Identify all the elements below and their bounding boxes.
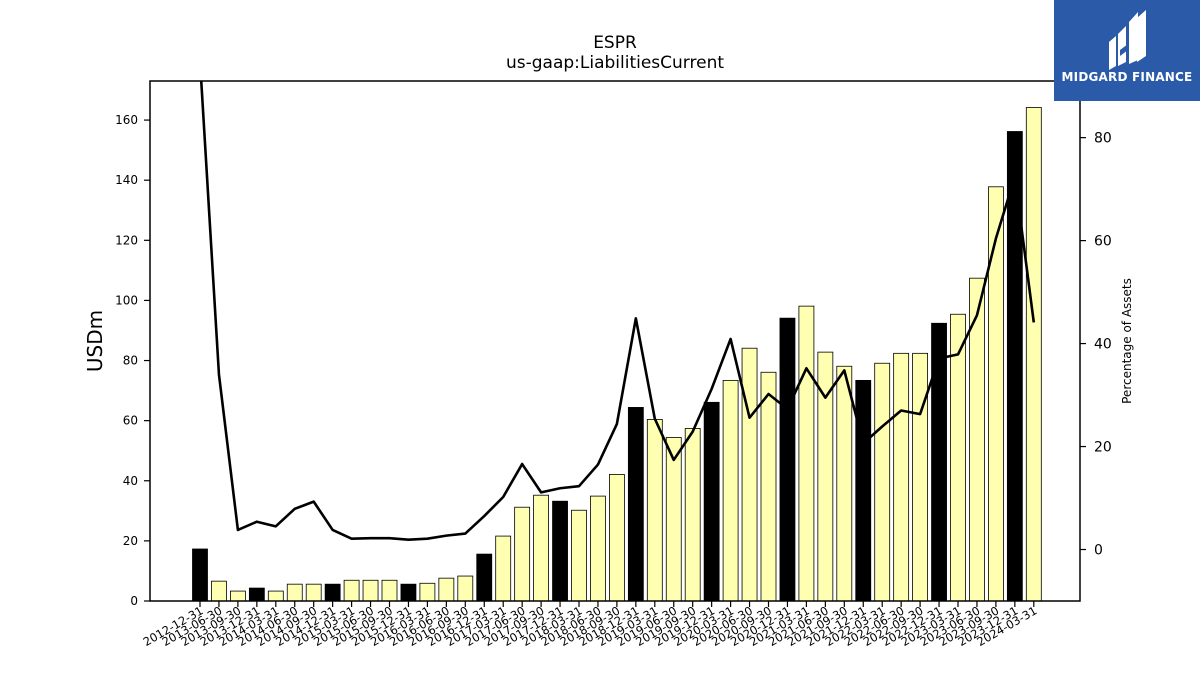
y-tick-label: 40	[123, 474, 138, 488]
bar	[533, 494, 549, 602]
y2-tick-label: 20	[1094, 440, 1112, 456]
bar	[590, 495, 606, 602]
bar	[874, 362, 891, 602]
y2-tick-label: 0	[1094, 543, 1103, 559]
bar	[267, 590, 284, 602]
bar	[362, 579, 379, 602]
bar	[248, 587, 265, 602]
y-tick-label: 120	[115, 233, 138, 247]
bar	[741, 347, 758, 602]
bar	[836, 365, 853, 602]
bar	[931, 322, 947, 602]
bar	[988, 186, 1004, 602]
bar	[893, 352, 910, 602]
plot-frame	[149, 80, 1081, 602]
y2-tick-label: 80	[1094, 131, 1112, 147]
bar	[722, 379, 739, 602]
bar	[684, 428, 701, 602]
bar	[419, 582, 436, 602]
bar	[798, 305, 815, 602]
bar	[400, 583, 417, 602]
bar	[438, 577, 455, 602]
bar	[779, 317, 796, 602]
bar	[192, 548, 208, 602]
bar	[646, 419, 663, 602]
pct-of-assets-line	[199, 81, 1036, 542]
bar	[760, 371, 777, 602]
bar	[950, 313, 966, 602]
y-tick-label: 60	[123, 414, 138, 428]
y2-axis-label: Percentage of Assets	[1120, 278, 1134, 404]
y-tick-label: 160	[115, 113, 138, 127]
chart-subtitle: us-gaap:LiabilitiesCurrent	[506, 53, 724, 73]
bar	[1025, 107, 1042, 602]
bar	[514, 506, 531, 602]
bar	[211, 580, 227, 602]
bar	[381, 579, 398, 602]
bar	[343, 579, 360, 602]
y-axis-label: USDm	[83, 310, 107, 372]
bar	[229, 590, 246, 602]
logo-mark-icon	[1109, 10, 1146, 70]
bar	[627, 407, 644, 602]
bar	[476, 553, 493, 602]
bar	[855, 379, 872, 602]
bar	[457, 575, 474, 602]
y-tick-label: 80	[123, 354, 138, 368]
bar	[571, 509, 587, 602]
bar	[305, 583, 322, 602]
bar	[703, 401, 720, 602]
bar	[912, 352, 928, 602]
chart-title: ESPR	[593, 33, 637, 53]
plot-area: 0204060801001201401600204060802012-12-31…	[115, 80, 1112, 649]
y-tick-label: 100	[115, 293, 138, 307]
y2-tick-label: 60	[1094, 234, 1112, 250]
y-tick-label: 140	[115, 173, 138, 187]
brand-logo: MIDGARD FINANCE	[1054, 0, 1200, 101]
bar	[609, 474, 625, 602]
y-tick-label: 0	[130, 594, 138, 608]
bar	[552, 500, 568, 602]
bar	[665, 437, 682, 602]
bar	[1006, 131, 1023, 602]
logo-text: MIDGARD FINANCE	[1061, 70, 1193, 84]
bar	[324, 583, 341, 602]
y-tick-label: 20	[123, 534, 138, 548]
bar	[286, 583, 303, 602]
y2-tick-label: 40	[1094, 337, 1112, 353]
bar	[495, 535, 512, 602]
